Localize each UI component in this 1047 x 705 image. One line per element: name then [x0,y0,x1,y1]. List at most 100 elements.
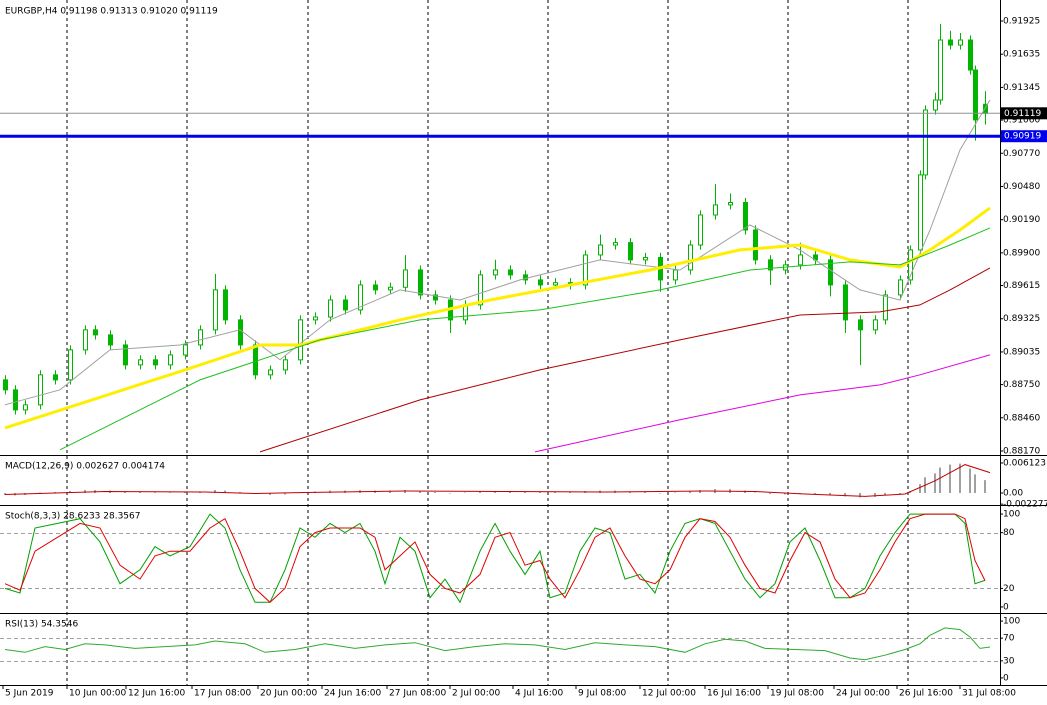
x-tick-label: 20 Jun 00:00 [260,689,317,699]
candle-body [538,279,543,286]
candle-body [958,39,963,46]
candle-body [918,174,923,251]
candle-body [968,39,973,71]
macd-bar [389,490,391,493]
macd-bar [539,492,541,493]
macd-bar [569,492,571,493]
candle-body [628,242,633,261]
macd-bar [224,490,226,493]
x-tick-label: 19 Jul 08:00 [770,689,824,699]
x-tick-label: 2 Jul 00:00 [452,689,501,699]
macd-bar [39,492,41,494]
macd-bar [659,493,661,494]
y-tick-label: 0.00 [1003,489,1023,499]
macd-bar [554,492,556,493]
candle-body [843,284,848,321]
x-tick-label: 5 Jun 2019 [5,689,54,699]
indicator-line [534,354,991,453]
candle-body [38,374,43,406]
macd-bar [899,493,901,494]
macd-bar [214,490,216,493]
y-tick-label: 0.88170 [1003,446,1040,456]
x-tick-label: 9 Jul 08:00 [578,689,627,699]
y-tick-label: 0 [1003,602,1009,612]
candle-body [598,244,603,256]
candle-body [108,334,113,346]
x-tick-label: 4 Jul 16:00 [515,689,564,699]
candle-body [883,294,888,321]
price-label-box [1001,130,1047,143]
candle-body [213,289,218,331]
indicator-legend: MACD(12,26,9) 0.002627 0.004174 [5,462,165,472]
y-tick-label: 0.91635 [1003,50,1040,60]
x-tick-label: 12 Jun 16:00 [128,689,185,699]
y-tick-label: 0 [1003,673,1009,683]
macd-bar [239,492,241,493]
macd-bar [434,492,436,493]
macd-bar [769,493,771,494]
macd-bar [464,492,466,494]
candle-body [768,259,773,271]
y-tick-label: 0.89900 [1003,248,1040,258]
candle-body [68,349,73,381]
x-tick-label: 10 Jun 00:00 [69,689,126,699]
x-tick-label: 12 Jul 00:00 [642,689,696,699]
macd-bar [984,480,986,493]
indicator-line [4,99,991,406]
y-tick-label: 20 [1003,584,1015,594]
candle-body [858,319,863,331]
macd-bar [184,492,186,493]
candle-body [873,319,878,331]
candle-body [388,286,393,291]
price-label-box [1001,107,1047,120]
macd-bar [124,491,126,493]
y-tick-label: 0.91345 [1003,83,1040,93]
candle-body [198,329,203,346]
candle-body [313,316,318,321]
candle-body [358,284,363,311]
macd-bar [84,490,86,493]
macd-bar [859,493,861,498]
candle-body [138,359,143,366]
macd-bar [69,491,71,493]
macd-bar [154,492,156,494]
candle-body [238,319,243,346]
y-tick-label: 0.91925 [1003,17,1040,27]
candle-body [283,359,288,371]
macd-bar [479,491,481,493]
y-tick-label: 0.88460 [1003,413,1040,423]
y-tick-label: 80 [1003,528,1015,538]
y-tick-label: 0.88750 [1003,380,1040,390]
candle-body [643,256,648,261]
candle-body [93,329,98,336]
candle-body [268,369,273,376]
macd-bar [4,493,6,495]
y-tick-label: 0.91060 [1003,116,1040,126]
y-tick-label: 0.89615 [1003,281,1040,291]
macd-bar [874,493,876,497]
y-tick-label: -0.002277 [1003,500,1047,510]
y-tick-label: 30 [1003,656,1015,666]
indicator-legend: Stoch(8,3,3) 28.6233 28.3567 [5,512,140,522]
candle-body [183,344,188,356]
macd-bar [814,493,816,494]
indicator-legend: RSI(13) 54.3546 [5,620,78,630]
candle-body [493,269,498,276]
macd-bar [169,492,171,494]
y-tick-label: 0.90770 [1003,149,1040,159]
indicator-line [59,227,991,451]
candle-body [898,279,903,296]
x-tick-label: 31 Jul 08:00 [962,689,1016,699]
candle-body [743,202,748,231]
candle-body [713,204,718,216]
macd-bar [139,492,141,493]
candle-body [253,344,258,376]
candle-body [798,254,803,266]
candle-body [938,39,943,101]
candle-body [53,374,58,381]
x-tick-label: 16 Jul 16:00 [707,689,761,699]
macd-bar [644,492,646,493]
indicator-line [4,464,991,497]
x-tick-label: 17 Jun 08:00 [194,689,251,699]
